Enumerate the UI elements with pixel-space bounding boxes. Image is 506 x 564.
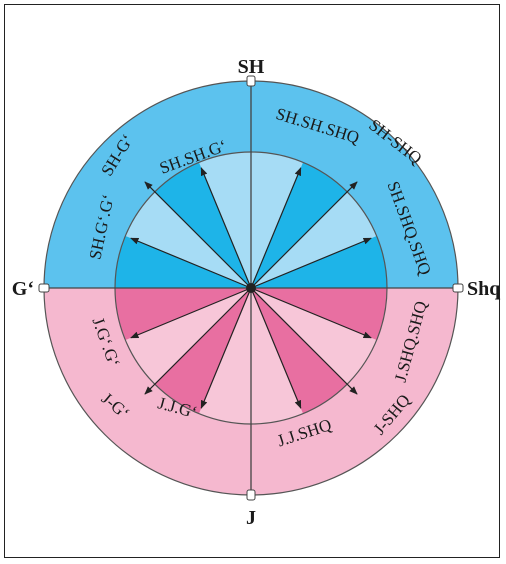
arrow-e-ne (250, 237, 372, 289)
arrow-ne (250, 181, 358, 289)
sector-se-s (251, 288, 348, 414)
sector-ne-e (251, 235, 387, 288)
direction-arrows (130, 167, 372, 409)
sector-ne-n (251, 162, 348, 288)
label-west: G‘ (12, 278, 34, 300)
west-axis-mark (38, 283, 50, 293)
arrow-nw (144, 181, 252, 289)
arrow-s-se (250, 287, 302, 409)
arrow-w-nw (130, 237, 252, 289)
center-point (246, 283, 256, 293)
label-east: Shq (467, 278, 500, 300)
south-axis-mark (246, 489, 256, 501)
arrow-n-nw (200, 167, 252, 289)
label-south: J (246, 507, 256, 529)
arrow-se (250, 287, 358, 395)
sector-se-e (251, 288, 387, 341)
sector-nw-w (115, 235, 251, 288)
arrow-w-sw (130, 287, 252, 339)
label-north: SH (238, 56, 265, 78)
arrow-s-sw (200, 287, 252, 409)
arrow-sw (144, 287, 252, 395)
sector-sw-s (154, 288, 251, 414)
north-axis-mark (246, 75, 256, 87)
dark-sectors (115, 162, 387, 414)
sector-sw-w (115, 288, 251, 341)
arrow-n-ne (250, 167, 302, 289)
arrow-e-se (250, 287, 372, 339)
east-axis-mark (452, 283, 464, 293)
sector-nw-n (154, 162, 251, 288)
